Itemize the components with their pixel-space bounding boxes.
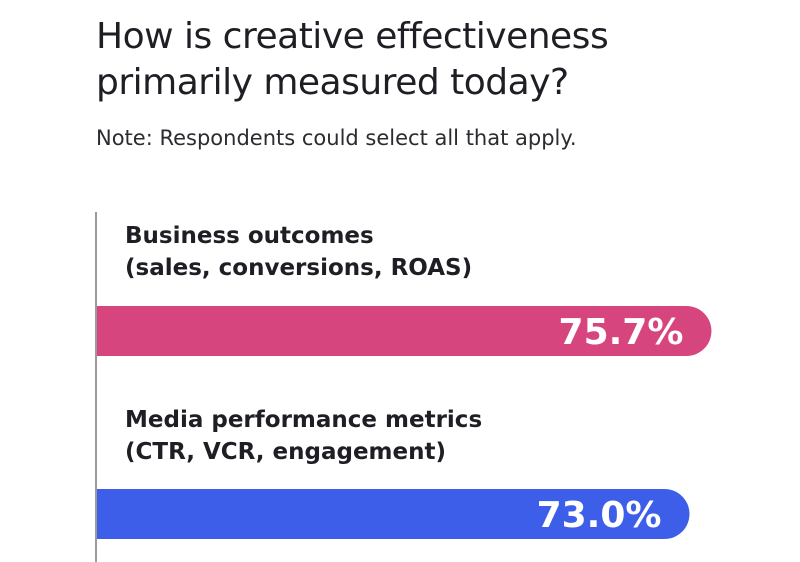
bars-layer: 75.7% 73.0% xyxy=(96,306,712,539)
category-label-media-performance: Media performance metrics (CTR, VCR, eng… xyxy=(125,404,745,468)
chart-title: How is creative effectiveness primarily … xyxy=(96,14,776,106)
chart-note: Note: Respondents could select all that … xyxy=(96,126,577,150)
bar-value-label-1: 75.7% xyxy=(559,312,684,353)
category-label-line-1: Media performance metrics xyxy=(125,407,483,433)
bar-value-label-2: 73.0% xyxy=(537,495,662,536)
chart-title-line-2: primarily measured today? xyxy=(96,62,569,103)
chart-title-line-1: How is creative effectiveness xyxy=(96,16,609,57)
category-label-line-2: (sales, conversions, ROAS) xyxy=(125,255,473,281)
bar-1 xyxy=(96,306,712,356)
category-label-business-outcomes: Business outcomes (sales, conversions, R… xyxy=(125,220,745,284)
category-label-line-1: Business outcomes xyxy=(125,223,374,249)
category-label-line-2: (CTR, VCR, engagement) xyxy=(125,439,446,465)
bar-2 xyxy=(96,489,690,539)
